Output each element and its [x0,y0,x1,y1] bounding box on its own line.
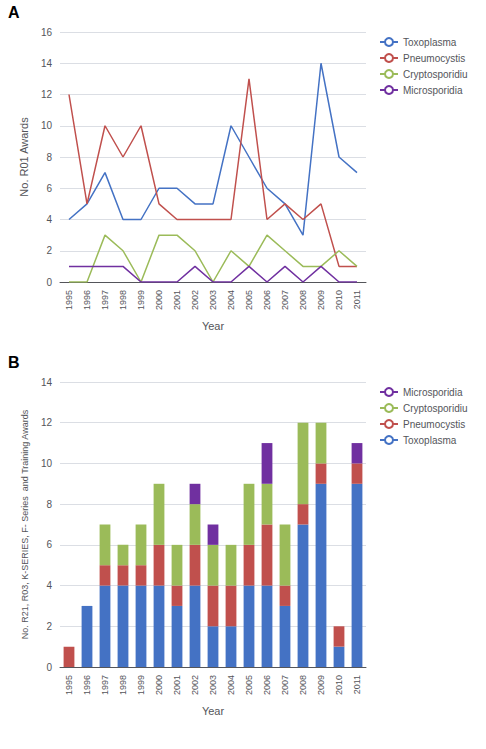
svg-text:14: 14 [41,58,53,69]
svg-text:Toxoplasma: Toxoplasma [403,435,457,446]
svg-text:Microsporidia: Microsporidia [403,387,463,398]
svg-text:1998: 1998 [118,675,128,695]
svg-text:No. R01 Awards: No. R01 Awards [18,117,30,197]
svg-text:2008: 2008 [298,290,308,310]
svg-text:1998: 1998 [118,290,128,310]
svg-text:2003: 2003 [208,675,218,695]
svg-text:Cryptosporidiu: Cryptosporidiu [403,69,467,80]
svg-text:4: 4 [46,214,52,225]
svg-text:B: B [8,354,20,371]
svg-text:2: 2 [46,621,52,632]
svg-text:2003: 2003 [208,290,218,310]
svg-text:2005: 2005 [244,290,254,310]
svg-text:Microsporidia: Microsporidia [403,85,463,96]
svg-text:2010: 2010 [334,675,344,695]
svg-text:2005: 2005 [244,675,254,695]
svg-text:2002: 2002 [190,290,200,310]
svg-text:2006: 2006 [262,675,272,695]
svg-text:6: 6 [46,183,52,194]
svg-text:1996: 1996 [82,290,92,310]
svg-text:0: 0 [46,662,52,673]
svg-text:8: 8 [46,499,52,510]
svg-text:2000: 2000 [154,290,164,310]
svg-text:A: A [8,4,20,21]
svg-text:2011: 2011 [352,675,362,694]
svg-text:1996: 1996 [82,675,92,695]
svg-text:12: 12 [41,89,53,100]
svg-text:2002: 2002 [190,675,200,695]
svg-text:2011: 2011 [352,290,362,309]
svg-text:14: 14 [41,377,53,388]
svg-text:2: 2 [46,245,52,256]
svg-text:Year: Year [202,320,225,332]
svg-text:2009: 2009 [316,290,326,310]
svg-text:10: 10 [41,458,53,469]
svg-text:16: 16 [41,27,53,38]
svg-text:2007: 2007 [280,675,290,695]
svg-text:12: 12 [41,417,53,428]
svg-text:6: 6 [46,539,52,550]
svg-text:2010: 2010 [334,290,344,310]
svg-text:Cryptosporidiu: Cryptosporidiu [403,403,467,414]
svg-text:2001: 2001 [172,675,182,695]
svg-text:2008: 2008 [298,675,308,695]
svg-text:2009: 2009 [316,675,326,695]
svg-text:2004: 2004 [226,290,236,310]
svg-text:Pneumocystis: Pneumocystis [403,419,465,430]
svg-text:2000: 2000 [154,675,164,695]
svg-text:Pneumocystis: Pneumocystis [403,53,465,64]
svg-text:2006: 2006 [262,290,272,310]
svg-text:2004: 2004 [226,675,236,695]
svg-text:Year: Year [202,705,225,717]
svg-text:2007: 2007 [280,290,290,310]
svg-text:1995: 1995 [64,290,74,310]
svg-text:1999: 1999 [136,290,146,310]
svg-text:1995: 1995 [64,675,74,695]
svg-text:0: 0 [46,277,52,288]
svg-text:1999: 1999 [136,675,146,695]
svg-text:1997: 1997 [100,675,110,695]
svg-text:1997: 1997 [100,290,110,310]
svg-text:Toxoplasma: Toxoplasma [403,37,457,48]
svg-text:2001: 2001 [172,290,182,310]
svg-text:No. R21, R03, K-SERIES, F- Ser: No. R21, R03, K-SERIES, F- Series and Tr… [20,409,30,639]
svg-text:8: 8 [46,152,52,163]
svg-text:10: 10 [41,120,53,131]
svg-text:4: 4 [46,580,52,591]
